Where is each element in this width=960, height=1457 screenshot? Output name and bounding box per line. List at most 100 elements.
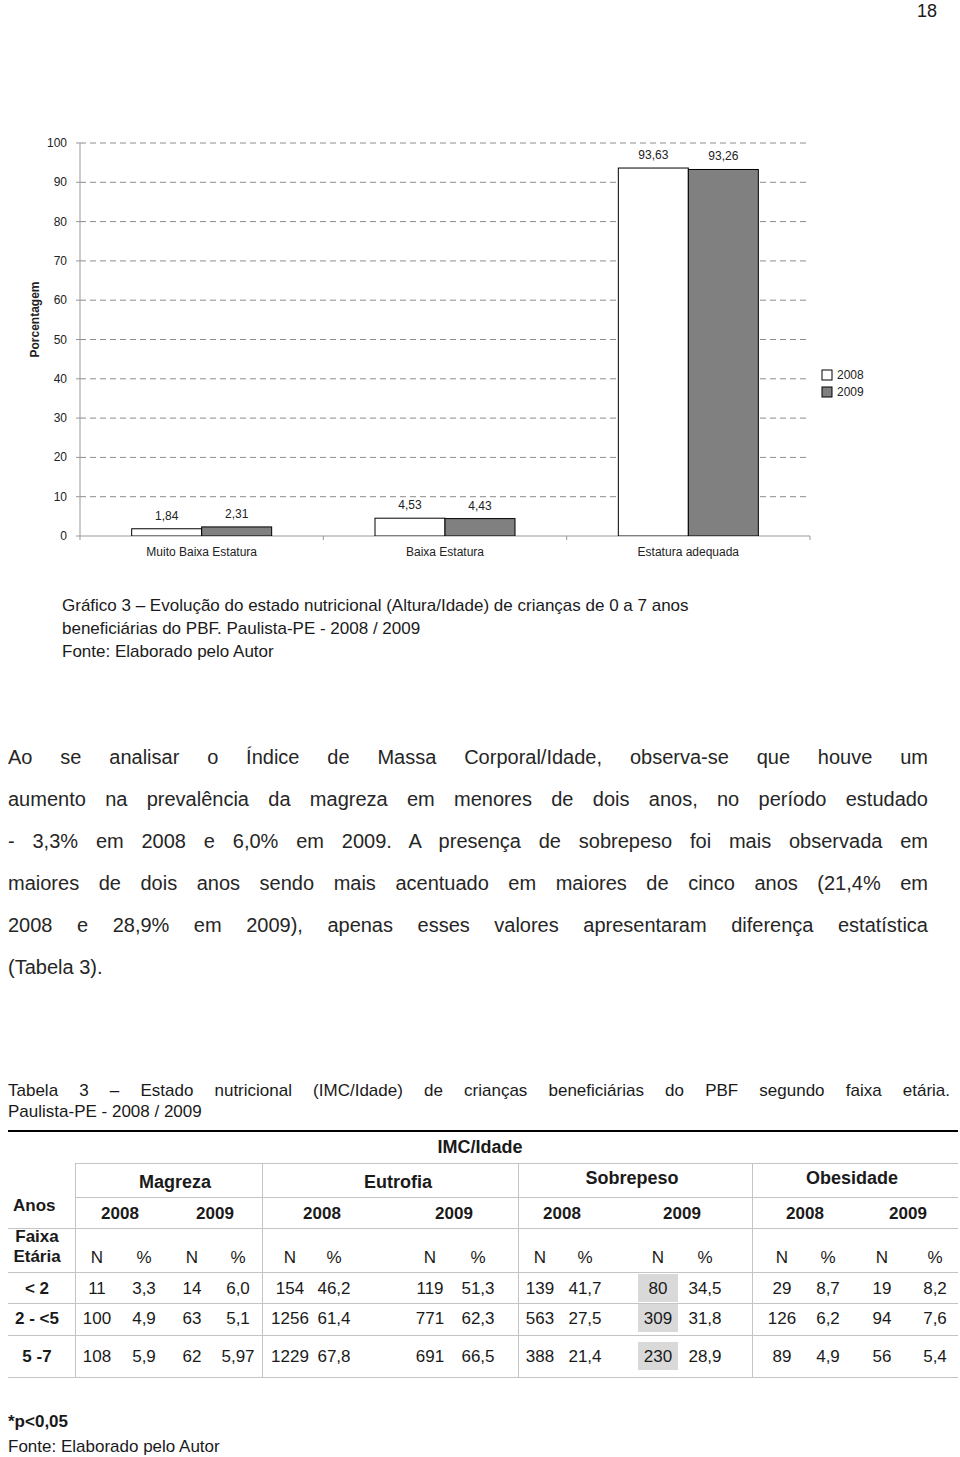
row-label: < 2 bbox=[25, 1278, 49, 1299]
table-rule bbox=[8, 1303, 958, 1304]
tick-label: 100 bbox=[47, 136, 67, 150]
y-axis-label: Porcentagem bbox=[28, 281, 42, 357]
table-cell: 5,97 bbox=[221, 1346, 254, 1367]
tick-label: 40 bbox=[54, 372, 68, 386]
subcolumn-header: N bbox=[876, 1247, 888, 1268]
table-cell: 61,4 bbox=[317, 1308, 350, 1329]
subcolumn-header: % bbox=[820, 1247, 835, 1268]
data-label: 4,43 bbox=[468, 499, 492, 513]
subcolumn-header: % bbox=[470, 1247, 485, 1268]
category-tick bbox=[810, 536, 811, 540]
paragraph-line: - 3,3% em 2008 e 6,0% em 2009. A presenç… bbox=[8, 829, 928, 854]
table-cell: 309 bbox=[644, 1308, 672, 1329]
tick-mark bbox=[76, 221, 80, 222]
group-header: Sobrepeso bbox=[585, 1167, 678, 1190]
data-label: 4,53 bbox=[398, 498, 422, 512]
table-cell: 41,7 bbox=[568, 1278, 601, 1299]
tick-mark bbox=[76, 182, 80, 183]
year-header: 2009 bbox=[889, 1203, 927, 1224]
row-header: Faixa Etária bbox=[8, 1227, 66, 1267]
table-cell: 21,4 bbox=[568, 1346, 601, 1367]
chart-source: Fonte: Elaborado pelo Autor bbox=[62, 641, 274, 662]
paragraph-line: aumento na prevalência da magreza em men… bbox=[8, 787, 928, 812]
page-number: 18 bbox=[917, 0, 937, 23]
table-cell: 1229 bbox=[271, 1346, 309, 1367]
year-header: 2008 bbox=[786, 1203, 824, 1224]
table-cell: 4,9 bbox=[816, 1346, 840, 1367]
tick-label: 80 bbox=[54, 215, 68, 229]
tick-mark bbox=[76, 496, 80, 497]
subcolumn-header: % bbox=[230, 1247, 245, 1268]
tick-label: 0 bbox=[60, 529, 67, 543]
group-header: Magreza bbox=[139, 1171, 211, 1194]
bar bbox=[618, 168, 688, 536]
tick-mark bbox=[76, 378, 80, 379]
subcolumn-header: % bbox=[577, 1247, 592, 1268]
table-cell: 5,9 bbox=[132, 1346, 156, 1367]
tick-mark bbox=[76, 300, 80, 301]
table-cell: 230 bbox=[644, 1346, 672, 1367]
tick-mark bbox=[76, 339, 80, 340]
bar bbox=[445, 519, 515, 536]
grid-line bbox=[80, 143, 810, 144]
category-tick bbox=[566, 536, 567, 540]
year-header: 2009 bbox=[435, 1203, 473, 1224]
table-cell: 31,8 bbox=[688, 1308, 721, 1329]
data-label: 2,31 bbox=[225, 507, 249, 521]
table-cell: 63 bbox=[183, 1308, 202, 1329]
table-cell: 119 bbox=[416, 1278, 443, 1299]
table-cell: 5,1 bbox=[226, 1308, 250, 1329]
subcolumn-header: N bbox=[91, 1247, 103, 1268]
table-cell: 94 bbox=[873, 1308, 892, 1329]
table-rule bbox=[8, 1228, 958, 1229]
table-cell: 139 bbox=[526, 1278, 554, 1299]
table-cell: 29 bbox=[773, 1278, 792, 1299]
table-divider bbox=[752, 1163, 753, 1377]
legend: 20082009 bbox=[822, 368, 864, 399]
tick-label: 20 bbox=[54, 450, 68, 464]
table-cell: 100 bbox=[83, 1308, 111, 1329]
table-cell: 19 bbox=[873, 1278, 892, 1299]
bar bbox=[375, 518, 445, 536]
table-cell: 27,5 bbox=[568, 1308, 601, 1329]
data-labels: 1,842,314,534,4393,6393,26 bbox=[155, 148, 739, 523]
table-cell: 563 bbox=[526, 1308, 554, 1329]
tick-label: 60 bbox=[54, 293, 68, 307]
data-label: 93,63 bbox=[638, 148, 668, 162]
table-caption: Tabela 3 – Estado nutricional (IMC/Idade… bbox=[8, 1080, 950, 1101]
subcolumn-header: N bbox=[776, 1247, 788, 1268]
y-axis bbox=[80, 143, 81, 536]
subcolumn-header: % bbox=[326, 1247, 341, 1268]
legend-swatch bbox=[822, 370, 832, 380]
table-rule bbox=[75, 1197, 958, 1198]
table-cell: 67,8 bbox=[317, 1346, 350, 1367]
table-cell: 6,0 bbox=[226, 1278, 250, 1299]
subcolumn-header: % bbox=[697, 1247, 712, 1268]
legend-label: 2008 bbox=[837, 368, 864, 382]
table-rule bbox=[8, 1272, 958, 1273]
table-cell: 4,9 bbox=[132, 1308, 156, 1329]
year-header: 2008 bbox=[303, 1203, 341, 1224]
chart-caption: Gráfico 3 – Evolução do estado nutricion… bbox=[62, 595, 689, 616]
subcolumn-header: N bbox=[424, 1247, 436, 1268]
tick-label: 90 bbox=[54, 175, 68, 189]
table-cell: 28,9 bbox=[688, 1346, 721, 1367]
table-cell: 3,3 bbox=[132, 1278, 156, 1299]
chart: 0102030405060708090100Porcentagem1,842,3… bbox=[0, 0, 960, 580]
table-title: IMC/Idade bbox=[437, 1136, 522, 1159]
tick-label: 30 bbox=[54, 411, 68, 425]
table-divider bbox=[262, 1163, 263, 1377]
category-tick bbox=[323, 536, 324, 540]
table-divider bbox=[75, 1163, 76, 1377]
table-rule bbox=[8, 1335, 958, 1336]
table-source: Fonte: Elaborado pelo Autor bbox=[8, 1436, 220, 1457]
row-header: Anos bbox=[13, 1195, 56, 1216]
table-cell: 6,2 bbox=[816, 1308, 840, 1329]
data-label: 1,84 bbox=[155, 509, 179, 523]
paragraph-line: 2008 e 28,9% em 2009), apenas esses valo… bbox=[8, 913, 928, 938]
bar bbox=[132, 529, 202, 536]
row-label: 5 -7 bbox=[22, 1346, 51, 1367]
subcolumn-header: N bbox=[284, 1247, 296, 1268]
bar bbox=[688, 169, 758, 536]
tick-mark bbox=[76, 536, 80, 537]
